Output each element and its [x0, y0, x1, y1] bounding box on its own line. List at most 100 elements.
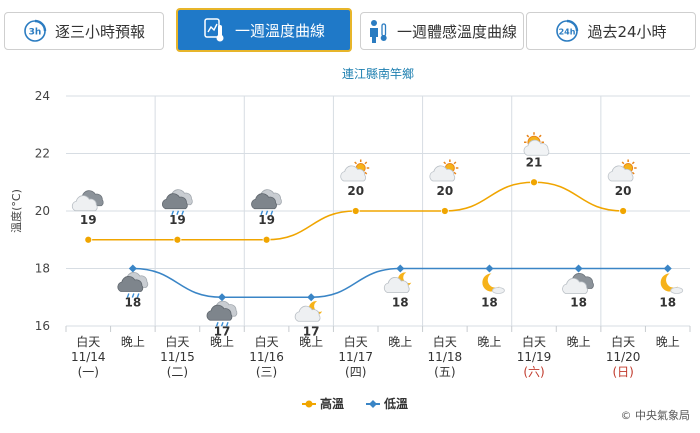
- rain-drop: [181, 210, 185, 215]
- copyright-text: © 中央氣象局: [620, 409, 691, 422]
- x-label-part: 白天: [344, 334, 368, 349]
- x-label-weekday: (二): [167, 365, 188, 379]
- rain-drop: [225, 322, 229, 327]
- tab-3[interactable]: 一週體感溫度曲線: [360, 12, 524, 50]
- rain-drop: [126, 293, 130, 298]
- rain-drop: [136, 293, 140, 298]
- cloudy-night-icon: [294, 301, 323, 322]
- cloudy-rain-icon: [117, 272, 149, 298]
- sun-ray: [443, 161, 447, 165]
- low-temp-label: 18: [481, 296, 498, 310]
- x-label-date: 11/14: [71, 350, 106, 364]
- sunny-icon: [523, 132, 550, 156]
- cloudy-rain-icon: [162, 189, 193, 215]
- cloud-shape: [206, 304, 233, 321]
- tab-label: 一週溫度曲線: [234, 21, 325, 40]
- x-label-date: 11/18: [428, 350, 463, 364]
- x-label-part: 晚上: [121, 335, 145, 349]
- legend-marker: [369, 400, 377, 408]
- low-temp-point: [307, 293, 316, 302]
- sun-ray: [453, 161, 457, 165]
- 24h-clock-icon: 24h: [555, 19, 579, 43]
- partly-cloudy-night-icon: [383, 272, 412, 293]
- partly-cloudy-icon: [340, 159, 370, 182]
- low-temp-point: [485, 264, 494, 273]
- cloud-shape: [117, 276, 144, 292]
- rain-drop: [260, 210, 264, 215]
- low-temp-label: 17: [214, 324, 231, 338]
- thermometer-chart-icon: [203, 17, 225, 43]
- high-temp-point: [262, 235, 271, 244]
- high-temp-point: [440, 207, 449, 215]
- svg-text:3h: 3h: [29, 28, 42, 38]
- sun-ray: [354, 161, 358, 165]
- rain-drop: [220, 322, 224, 327]
- partly-cloudy-icon: [607, 159, 637, 182]
- x-label-part: 白天: [611, 334, 635, 349]
- x-label-part: 白天: [522, 334, 546, 349]
- y-tick-label: 22: [35, 147, 50, 161]
- low-temp-point: [574, 264, 583, 273]
- y-tick-label: 20: [35, 204, 50, 218]
- sun-ray: [453, 171, 457, 175]
- rain-drop: [270, 210, 274, 215]
- y-axis-label: 溫度(°C): [9, 189, 23, 233]
- high-temp-point: [619, 207, 628, 215]
- forecast-tabs: 3h 逐三小時預報 一週溫度曲線 一週體感溫度曲線 24h 過去24小時: [4, 8, 696, 52]
- x-label-date: 11/16: [249, 350, 284, 364]
- x-label-group: 晚上: [299, 335, 323, 349]
- svg-text:24h: 24h: [559, 28, 576, 37]
- sun-ray: [526, 134, 530, 138]
- x-label-weekday: (五): [434, 365, 455, 379]
- tab-2[interactable]: 一週溫度曲線: [176, 8, 352, 52]
- tab-1[interactable]: 3h 逐三小時預報: [4, 12, 164, 50]
- cloud-shape: [523, 139, 550, 156]
- temperature-chart: 連江縣南竿鄉 16 18 20 22 24 溫度(°C) 白天 11/14 (一) 晚上 白天 11/1…: [0, 60, 700, 429]
- x-label-date: 11/17: [338, 350, 373, 364]
- x-label-date: 11/19: [517, 350, 552, 364]
- cloud-shape: [71, 195, 98, 212]
- cloudy-rain-icon: [251, 189, 282, 215]
- sun-ray: [538, 134, 542, 138]
- cloud-wisp: [670, 287, 684, 294]
- x-label-date: 11/20: [606, 350, 641, 364]
- x-label-group: 晚上: [388, 335, 412, 349]
- cloud-shape: [562, 278, 588, 294]
- x-label-part: 晚上: [567, 335, 591, 349]
- x-label-part: 晚上: [477, 335, 501, 349]
- 3h-clock-icon: 3h: [23, 19, 47, 43]
- x-label-group: 晚上: [477, 335, 501, 349]
- x-label-part: 白天: [255, 334, 279, 349]
- cloudy-icon: [71, 190, 104, 212]
- low-temp-point: [396, 264, 405, 273]
- high-temp-label: 20: [347, 184, 364, 198]
- x-label-group: 晚上: [121, 335, 145, 349]
- cloud-shape: [429, 165, 456, 182]
- sun-ray: [621, 161, 625, 165]
- x-label-weekday: (三): [256, 365, 277, 379]
- low-temp-point: [218, 293, 226, 302]
- y-tick-label: 24: [35, 89, 50, 103]
- sun-ray: [364, 171, 368, 175]
- low-temp-label: 18: [125, 296, 142, 310]
- x-label-part: 晚上: [388, 335, 412, 349]
- partly-cloudy-icon: [429, 159, 459, 182]
- high-temp-label: 21: [526, 155, 543, 169]
- x-label-weekday: (日): [612, 365, 633, 379]
- x-label-group: 晚上: [656, 335, 680, 349]
- sun-ray: [631, 161, 635, 165]
- low-temp-point: [128, 264, 137, 273]
- cloud-shape: [607, 165, 634, 182]
- x-label-weekday: (四): [345, 365, 366, 379]
- y-tick-label: 16: [35, 319, 50, 333]
- tab-4[interactable]: 24h 過去24小時: [526, 12, 696, 50]
- x-label-date: 11/15: [160, 350, 195, 364]
- high-temp-point: [530, 178, 538, 187]
- cloud-shape: [383, 277, 410, 293]
- cloud-shape: [294, 305, 321, 322]
- tab-label: 過去24小時: [587, 22, 667, 41]
- x-label-part: 晚上: [656, 335, 680, 349]
